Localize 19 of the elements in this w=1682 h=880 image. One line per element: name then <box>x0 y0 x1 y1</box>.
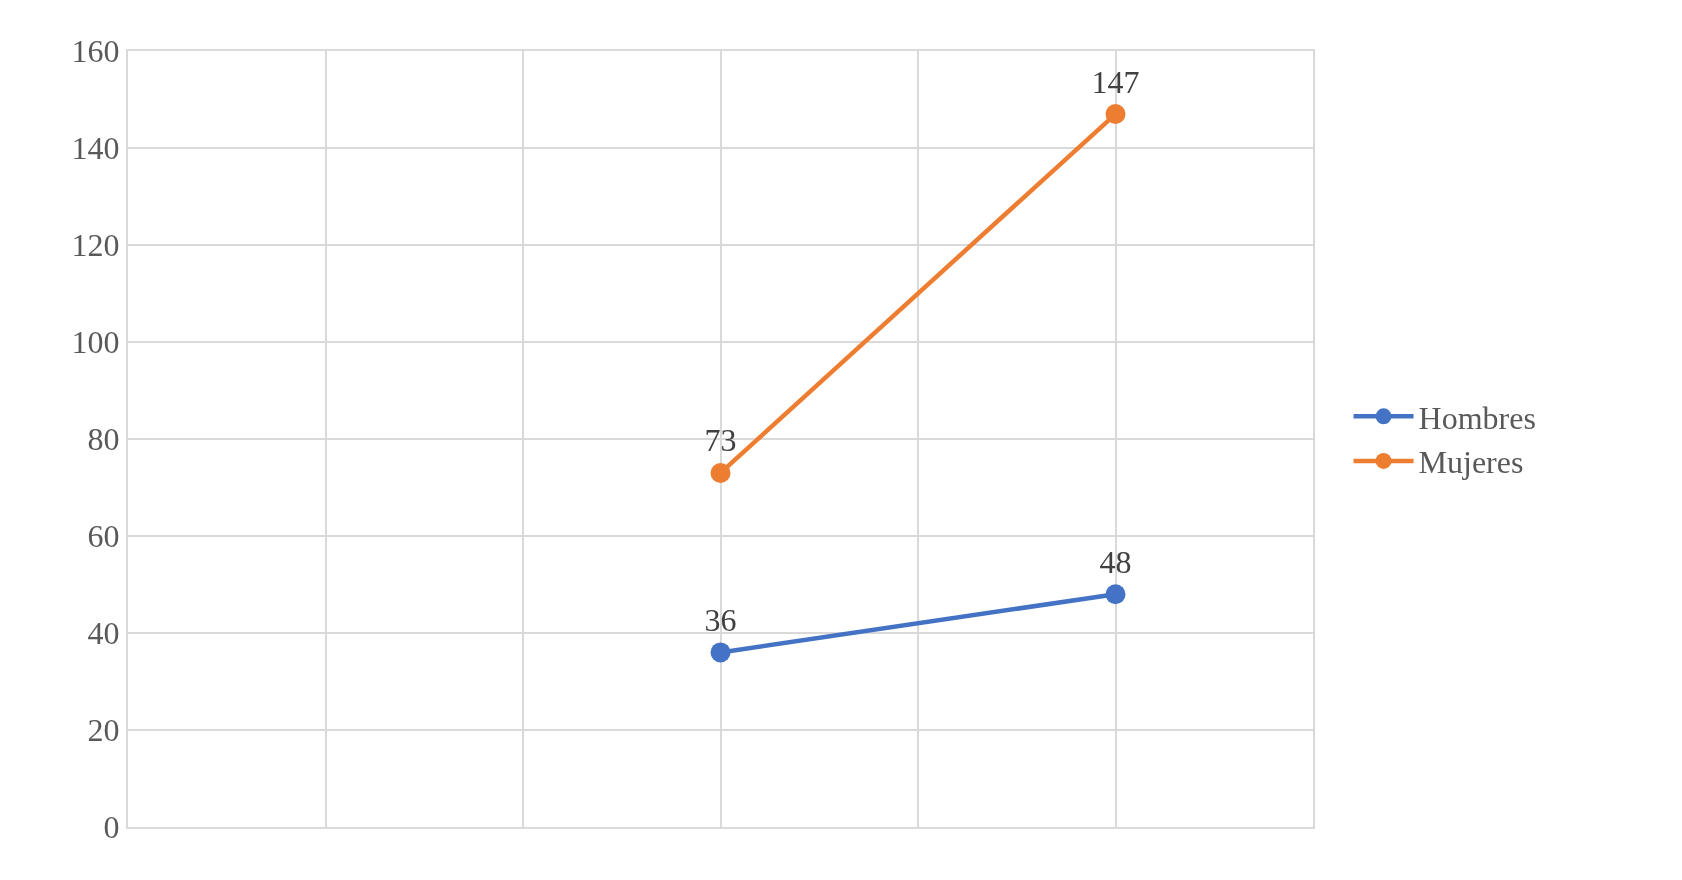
y-tick-label: 120 <box>71 227 120 264</box>
y-tick-label: 40 <box>87 615 120 652</box>
y-tick-label: 160 <box>71 33 120 70</box>
legend-label: Hombres <box>1418 399 1536 436</box>
y-tick-label: 20 <box>87 712 120 749</box>
point <box>710 462 731 483</box>
y-tick-label: 80 <box>87 421 120 458</box>
point <box>1105 104 1126 125</box>
point <box>710 642 731 663</box>
legend-label: Mujeres <box>1418 444 1524 481</box>
y-tick-label: 0 <box>103 809 120 846</box>
point <box>1105 584 1126 605</box>
data-label: 73 <box>704 422 737 459</box>
y-tick-label: 60 <box>87 518 120 555</box>
data-label: 36 <box>704 601 737 638</box>
data-label: 48 <box>1099 543 1132 580</box>
y-tick-label: 100 <box>71 324 120 361</box>
y-tick-label: 140 <box>71 130 120 167</box>
data-label: 147 <box>1091 63 1140 100</box>
